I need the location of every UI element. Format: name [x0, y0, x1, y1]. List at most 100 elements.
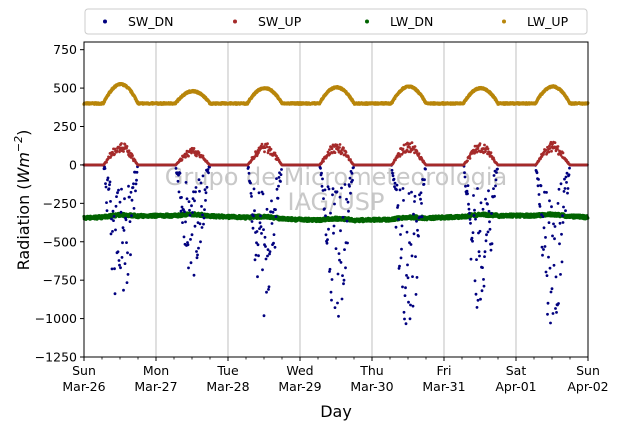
- point-sw-dn-1310: [410, 190, 413, 194]
- point-sw-dn-470: [200, 205, 203, 208]
- point-sw-dn-1836: [541, 215, 545, 219]
- point-sw-dn-736: [266, 248, 270, 252]
- point-sw-dn-988: [329, 290, 333, 294]
- point-sw-dn-1920: [562, 190, 566, 193]
- point-sw-up-150: [120, 142, 123, 145]
- point-sw-dn-692: [255, 230, 259, 233]
- point-sw-dn-724: [263, 235, 267, 239]
- point-sw-up-164: [123, 143, 127, 146]
- point-sw-up-142: [118, 150, 121, 154]
- point-sw-dn-1594: [481, 266, 484, 269]
- point-sw-dn-1924: [563, 187, 567, 190]
- point-sw-dn-1832: [540, 245, 544, 249]
- point-sw-dn-1812: [535, 171, 539, 175]
- point-sw-dn-492: [205, 185, 209, 189]
- point-sw-dn-488: [204, 191, 208, 195]
- point-sw-dn-992: [330, 278, 334, 281]
- point-sw-dn-672: [250, 220, 254, 223]
- point-sw-dn-384: [178, 171, 182, 175]
- point-sw-dn-426: [189, 238, 192, 241]
- point-sw-dn-1284: [403, 294, 407, 297]
- point-sw-dn-496: [206, 168, 210, 171]
- point-sw-dn-952: [320, 184, 324, 188]
- point-sw-dn-772: [275, 187, 279, 191]
- point-sw-dn-466: [199, 240, 202, 244]
- point-sw-dn-1856: [546, 301, 550, 305]
- point-sw-dn-92: [105, 209, 109, 213]
- point-sw-up-124: [113, 147, 117, 151]
- point-sw-dn-1940: [567, 173, 571, 177]
- point-sw-dn-200: [132, 207, 136, 210]
- point-sw-dn-1062: [348, 184, 351, 188]
- point-sw-dn-1884: [553, 225, 557, 228]
- point-sw-dn-380: [177, 190, 181, 194]
- point-sw-dn-1058: [347, 209, 350, 213]
- point-sw-dn-440: [192, 273, 196, 277]
- point-sw-dn-728: [264, 257, 268, 261]
- point-sw-dn-1654: [496, 167, 499, 171]
- point-sw-dn-1538: [467, 202, 470, 206]
- point-sw-dn-414: [186, 241, 189, 244]
- point-sw-dn-1566: [474, 217, 477, 221]
- point-sw-dn-1262: [398, 264, 401, 268]
- point-sw-dn-144: [118, 200, 122, 204]
- point-sw-dn-174: [126, 251, 129, 255]
- point-sw-dn-1028: [339, 261, 343, 264]
- point-sw-dn-154: [121, 241, 124, 245]
- point-sw-dn-1876: [551, 312, 555, 315]
- point-sw-dn-392: [180, 205, 184, 209]
- point-sw-dn-136: [116, 250, 120, 254]
- point-sw-dn-1830: [540, 213, 543, 217]
- point-sw-dn-1000: [332, 224, 336, 228]
- point-sw-dn-1942: [568, 166, 571, 170]
- point-sw-dn-134: [116, 191, 119, 195]
- point-sw-dn-182: [128, 195, 131, 199]
- point-sw-dn-1888: [554, 275, 558, 279]
- point-sw-dn-110: [110, 217, 113, 221]
- point-sw-dn-160: [122, 229, 126, 232]
- point-sw-dn-1018: [337, 314, 340, 318]
- point-sw-dn-1252: [395, 183, 399, 187]
- point-sw-dn-390: [180, 196, 183, 199]
- point-sw-dn-198: [132, 182, 135, 186]
- point-sw-dn-1898: [557, 302, 560, 305]
- point-sw-dn-394: [181, 221, 184, 225]
- point-sw-dn-1524: [463, 175, 467, 179]
- point-sw-dn-966: [324, 214, 327, 218]
- point-sw-dn-1910: [560, 232, 563, 236]
- point-sw-dn-400: [182, 235, 186, 239]
- point-sw-dn-168: [124, 218, 128, 222]
- point-sw-dn-1078: [352, 166, 355, 169]
- series-sw-up: [82, 140, 589, 167]
- point-sw-dn-1308: [409, 243, 413, 246]
- point-sw-dn-1056: [346, 200, 350, 204]
- point-sw-dn-172: [125, 281, 129, 284]
- point-sw-dn-458: [197, 246, 200, 250]
- watermark-line-1: Grupo de Micrometeorologia: [165, 163, 507, 191]
- point-sw-dn-946: [319, 166, 322, 170]
- point-sw-dn-376: [176, 179, 180, 183]
- point-sw-dn-1906: [559, 273, 562, 276]
- point-sw-dn-676: [251, 226, 255, 230]
- point-sw-dn-448: [194, 186, 198, 189]
- point-sw-dn-1572: [475, 306, 479, 309]
- point-sw-dn-1072: [350, 171, 354, 175]
- point-sw-dn-84: [103, 167, 107, 170]
- point-sw-dn-122: [113, 267, 116, 271]
- point-sw-dn-730: [265, 290, 268, 294]
- point-sw-dn-1552: [470, 236, 474, 240]
- point-sw-up-172: [125, 145, 129, 148]
- point-sw-dn-1362: [423, 178, 426, 182]
- point-sw-dn-418: [187, 266, 190, 270]
- point-sw-dn-1522: [463, 171, 466, 175]
- point-sw-dn-1916: [561, 221, 565, 224]
- point-sw-dn-1646: [494, 184, 497, 188]
- point-sw-up-158: [122, 150, 125, 153]
- point-sw-dn-1852: [545, 274, 549, 277]
- point-sw-dn-734: [266, 254, 269, 258]
- point-sw-dn-984: [328, 267, 332, 271]
- point-sw-dn-698: [257, 254, 260, 258]
- point-sw-dn-142: [118, 263, 121, 267]
- point-sw-dn-148: [119, 210, 123, 214]
- point-sw-dn-368: [174, 167, 178, 170]
